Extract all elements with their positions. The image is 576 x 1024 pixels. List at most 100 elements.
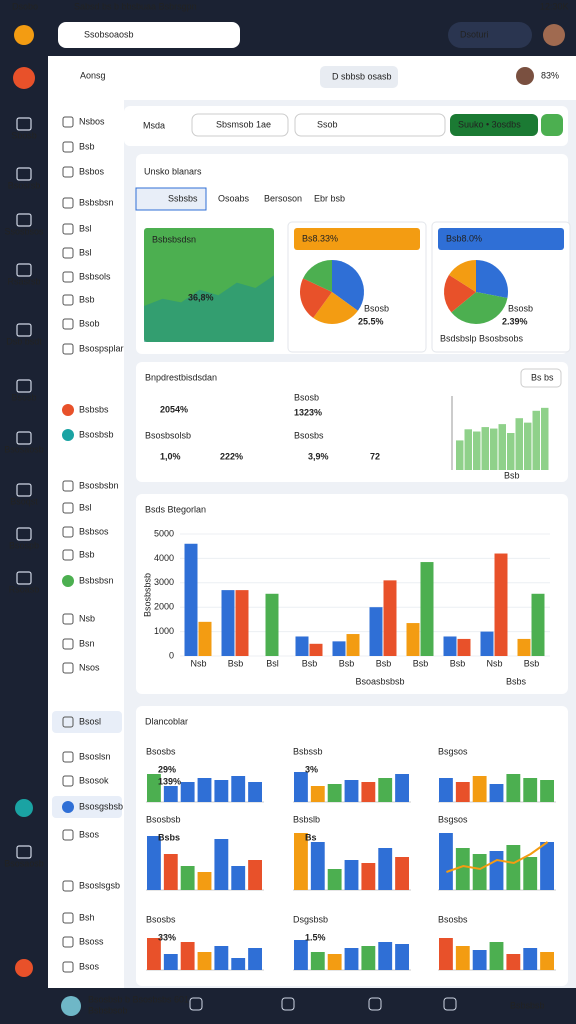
nav-icon[interactable]: [62, 502, 74, 514]
header-button-text[interactable]: D sbbsb osasb: [332, 71, 392, 81]
nav-item[interactable]: Bsbsbsn: [79, 575, 114, 585]
nav-item[interactable]: Bsn: [79, 638, 95, 648]
nav-icon[interactable]: [62, 429, 74, 441]
rail-label[interactable]: Bsospb: [9, 540, 39, 550]
nav-icon[interactable]: [62, 141, 74, 153]
search-box[interactable]: [58, 22, 240, 48]
bottom-icon[interactable]: [189, 997, 203, 1011]
tab-active[interactable]: [135, 187, 207, 211]
rail-label[interactable]: Bsosaosb: [4, 858, 44, 868]
nav-icon[interactable]: [62, 613, 74, 625]
rail-label[interactable]: Sbosb: [11, 130, 37, 140]
rail-icon[interactable]: [16, 845, 32, 859]
rail-icon[interactable]: [16, 431, 32, 445]
nav-item[interactable]: Bsbsbs: [79, 404, 109, 414]
nav-icon[interactable]: [62, 549, 74, 561]
tab[interactable]: Ebr bsb: [314, 193, 345, 203]
nav-item[interactable]: Bsb: [79, 141, 95, 151]
nav-icon[interactable]: [62, 716, 74, 728]
rail-icon[interactable]: [16, 263, 32, 277]
top-button-text[interactable]: Dsoturi: [460, 29, 489, 39]
nav-icon[interactable]: [62, 829, 74, 841]
nav-icon[interactable]: [62, 480, 74, 492]
rail-label[interactable]: Rsasrsb: [7, 276, 40, 286]
stats-button[interactable]: [520, 368, 562, 388]
nav-icon[interactable]: [62, 775, 74, 787]
nav-item[interactable]: Bsl: [79, 247, 92, 257]
search-field[interactable]: [294, 113, 446, 137]
nav-item[interactable]: Bsbos: [79, 166, 105, 176]
rail-label[interactable]: Bsosaosb: [4, 444, 44, 454]
nav-item[interactable]: Nsos: [79, 662, 100, 672]
bottom-icon[interactable]: [368, 997, 382, 1011]
rail-icon[interactable]: [16, 379, 32, 393]
nav-item[interactable]: Bsb: [79, 294, 95, 304]
bottom-icon[interactable]: [281, 997, 295, 1011]
top-button[interactable]: [448, 22, 532, 48]
tab[interactable]: Ssbsbs: [168, 193, 198, 203]
rail-label[interactable]: Bsosrsb: [8, 180, 41, 190]
action-button[interactable]: [450, 114, 538, 136]
tab[interactable]: Bersoson: [264, 193, 302, 203]
nav-icon[interactable]: [62, 166, 74, 178]
rail-button[interactable]: [15, 959, 33, 977]
search-text[interactable]: Ssobsoaosb: [84, 29, 134, 39]
rail-label[interactable]: Dsb bsdt: [6, 336, 42, 346]
nav-item[interactable]: Bsbsbsn: [79, 197, 114, 207]
rail-icon[interactable]: [16, 167, 32, 181]
nav-icon[interactable]: [62, 294, 74, 306]
nav-item[interactable]: Bsoslsgsb: [79, 880, 120, 890]
nav-item[interactable]: Bsos: [79, 961, 100, 971]
nav-item[interactable]: Bsh: [79, 912, 95, 922]
nav-icon[interactable]: [62, 880, 74, 892]
tab[interactable]: Osoabs: [218, 193, 250, 203]
nav-icon[interactable]: [62, 638, 74, 650]
nav-icon[interactable]: [62, 271, 74, 283]
nav-item[interactable]: Bsbsos: [79, 526, 109, 536]
nav-item[interactable]: Bsbsols: [79, 271, 111, 281]
nav-item[interactable]: Nsb: [79, 613, 95, 623]
rail-label[interactable]: Ssosbsos: [4, 226, 44, 236]
nav-icon[interactable]: [62, 404, 74, 416]
rail-icon[interactable]: [16, 117, 32, 131]
nav-icon[interactable]: [62, 223, 74, 235]
nav-icon[interactable]: [62, 343, 74, 355]
nav-item[interactable]: Bsosl: [79, 716, 101, 726]
search-field-text[interactable]: Ssob: [317, 119, 338, 129]
rail-icon[interactable]: [16, 323, 32, 337]
nav-icon[interactable]: [62, 197, 74, 209]
nav-item[interactable]: Bsosgsbsb: [79, 801, 123, 811]
nav-icon[interactable]: [62, 912, 74, 924]
rail-icon[interactable]: [16, 527, 32, 541]
nav-item[interactable]: Bsb: [79, 549, 95, 559]
nav-item[interactable]: Bsosbsb: [79, 429, 114, 439]
bottom-icon[interactable]: [443, 997, 457, 1011]
nav-item[interactable]: Bsob: [79, 318, 100, 328]
nav-item[interactable]: Bsosok: [79, 775, 109, 785]
nav-icon[interactable]: [62, 751, 74, 763]
select[interactable]: [191, 113, 289, 137]
nav-icon[interactable]: [62, 116, 74, 128]
rail-label[interactable]: Bsoqst: [10, 496, 38, 506]
nav-item[interactable]: Bsoslsn: [79, 751, 111, 761]
rail-icon[interactable]: [16, 483, 32, 497]
nav-icon[interactable]: [62, 526, 74, 538]
nav-item[interactable]: Bsospsplar: [79, 343, 124, 353]
nav-item[interactable]: Bsos: [79, 829, 100, 839]
select-text[interactable]: Sbsmsob 1ae: [216, 119, 271, 129]
header-button[interactable]: [320, 66, 398, 88]
rail-label[interactable]: Rsoasb: [9, 584, 40, 594]
nav-icon[interactable]: [62, 575, 74, 587]
action-icon[interactable]: [541, 114, 563, 136]
stats-button-text[interactable]: Bs bs: [531, 372, 554, 382]
rail-button[interactable]: [15, 799, 33, 817]
nav-icon[interactable]: [62, 936, 74, 948]
nav-item[interactable]: Bsosbsbn: [79, 480, 119, 490]
rail-label[interactable]: Bsosb: [11, 392, 36, 402]
nav-item[interactable]: Bsoss: [79, 936, 104, 946]
nav-item[interactable]: Bsl: [79, 223, 92, 233]
nav-icon[interactable]: [62, 662, 74, 674]
nav-icon[interactable]: [62, 247, 74, 259]
nav-icon[interactable]: [62, 801, 74, 813]
nav-item[interactable]: Bsl: [79, 502, 92, 512]
